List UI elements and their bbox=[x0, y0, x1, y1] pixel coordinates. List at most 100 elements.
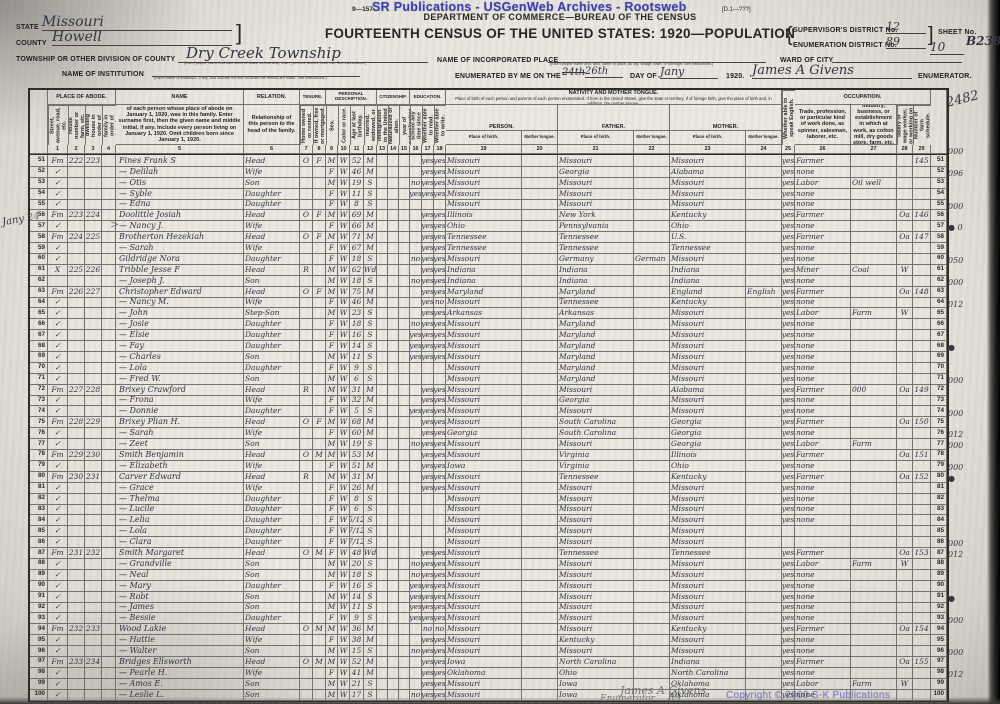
cell-industry bbox=[851, 220, 897, 233]
header-relation-title: RELATION. bbox=[244, 90, 300, 105]
column-number: 11 bbox=[350, 145, 364, 154]
cell-farm_schedule bbox=[913, 372, 931, 385]
cell-name: — Syble bbox=[116, 187, 244, 200]
header-owned-rented: Home owned or rented. bbox=[300, 105, 313, 145]
cell-blank bbox=[399, 677, 410, 690]
header-relation-desc: Relationship of this person to the head … bbox=[244, 105, 300, 145]
cell-name: — Edna bbox=[116, 198, 244, 211]
cell-writes bbox=[434, 372, 446, 385]
cell-blank bbox=[388, 351, 399, 363]
column-number: 12 bbox=[364, 145, 377, 154]
cell-person_tongue bbox=[522, 394, 558, 407]
cell-owned_rented bbox=[300, 340, 313, 353]
cell-father_birthplace: Missouri bbox=[558, 405, 634, 418]
cell-owned_rented bbox=[300, 503, 313, 516]
cell-owned_rented: O bbox=[300, 449, 313, 461]
cell-person_tongue bbox=[522, 220, 558, 233]
cell-mother_tongue bbox=[746, 372, 782, 385]
cell-marital: S bbox=[364, 351, 377, 363]
census-row-84: 84✓— LeliaDaughterFW4 5/12SMissouriMisso… bbox=[30, 514, 947, 527]
cell-reads: yes bbox=[422, 438, 434, 451]
cell-blank bbox=[377, 394, 388, 407]
cell-line: 99 bbox=[931, 677, 947, 690]
cell-father_birthplace: Missouri bbox=[558, 187, 634, 200]
cell-person_birthplace: Missouri bbox=[446, 296, 522, 309]
cell-color: W bbox=[338, 634, 350, 647]
incorporated-place-label: NAME OF INCORPORATED PLACE bbox=[437, 57, 559, 64]
cell-person_birthplace: Oklahoma bbox=[446, 666, 522, 679]
cell-line: 97 bbox=[30, 655, 48, 668]
cell-industry: Coal bbox=[851, 263, 897, 276]
cell-blank bbox=[399, 601, 410, 614]
cell-speaks_english: yes bbox=[782, 263, 795, 276]
cell-sex: M bbox=[326, 645, 338, 657]
cell-blank bbox=[377, 165, 388, 178]
cell-blank bbox=[102, 536, 116, 549]
cell-color: W bbox=[338, 296, 350, 309]
county-label: COUNTY bbox=[16, 40, 47, 47]
ward-line bbox=[832, 50, 962, 63]
cell-person_tongue bbox=[522, 536, 558, 549]
cell-father_birthplace: Missouri bbox=[558, 503, 634, 516]
cell-family_no: 229 bbox=[85, 416, 102, 429]
cell-blank bbox=[377, 547, 388, 559]
cell-attended_school: no bbox=[410, 557, 422, 570]
cell-marital: M bbox=[364, 470, 377, 483]
cell-father_tongue bbox=[634, 296, 670, 309]
cell-marital: S bbox=[364, 525, 377, 538]
cell-line: 54 bbox=[30, 187, 48, 200]
cell-family_no bbox=[85, 198, 102, 211]
cell-relation: Head bbox=[244, 416, 300, 429]
cell-line: 77 bbox=[931, 438, 947, 451]
cell-house_no: 232 bbox=[68, 623, 85, 636]
cell-blank bbox=[399, 623, 410, 636]
cell-blank bbox=[102, 285, 116, 298]
cell-house_no bbox=[68, 590, 85, 603]
cell-occupation: none bbox=[795, 242, 851, 255]
state-label: STATE bbox=[16, 24, 39, 31]
margin-code: 000 bbox=[948, 147, 964, 156]
sheet-value: 10 bbox=[930, 40, 964, 55]
cell-blank bbox=[388, 155, 399, 167]
cell-blank bbox=[399, 459, 410, 472]
cell-blank bbox=[102, 307, 116, 320]
cell-industry bbox=[851, 612, 897, 625]
cell-mother_tongue bbox=[746, 503, 782, 516]
column-number: 21 bbox=[558, 145, 634, 154]
cell-person_tongue bbox=[522, 449, 558, 461]
cell-marital: S bbox=[364, 579, 377, 592]
census-title: FOURTEENTH CENSUS OF THE UNITED STATES: … bbox=[324, 26, 796, 41]
cell-speaks_english: yes bbox=[782, 231, 795, 244]
cell-mother_tongue bbox=[746, 525, 782, 538]
cell-age: 20 bbox=[350, 557, 364, 570]
cell-line: 57 bbox=[30, 220, 48, 233]
cell-blank bbox=[388, 470, 399, 483]
cell-age: 46 bbox=[350, 296, 364, 309]
cell-mother_birthplace: Missouri bbox=[670, 329, 746, 342]
cell-occupation: none bbox=[795, 405, 851, 418]
cell-color: W bbox=[338, 503, 350, 516]
cell-speaks_english: yes bbox=[782, 165, 795, 178]
cell-sex: F bbox=[326, 318, 338, 331]
cell-writes bbox=[434, 514, 446, 527]
cell-sex: F bbox=[326, 525, 338, 538]
cell-speaks_english: yes bbox=[782, 688, 795, 701]
cell-attended_school bbox=[410, 231, 422, 244]
cell-industry bbox=[851, 634, 897, 647]
cell-blank bbox=[377, 492, 388, 505]
cell-person_tongue bbox=[522, 525, 558, 538]
cell-free_mortgaged bbox=[313, 329, 326, 342]
cell-person_tongue bbox=[522, 677, 558, 690]
sheet-label: SHEET No. bbox=[938, 29, 977, 36]
cell-blank bbox=[388, 536, 399, 549]
cell-age: 68 bbox=[350, 416, 364, 429]
cell-writes: yes bbox=[434, 547, 446, 559]
cell-color: W bbox=[338, 568, 350, 581]
cell-abode_mark: Fm bbox=[48, 209, 68, 222]
header-able-to-write: Whether able to write. bbox=[434, 105, 446, 145]
margin-code: 000 bbox=[948, 201, 964, 211]
cell-worker_class bbox=[897, 372, 913, 385]
cell-attended_school bbox=[410, 481, 422, 494]
